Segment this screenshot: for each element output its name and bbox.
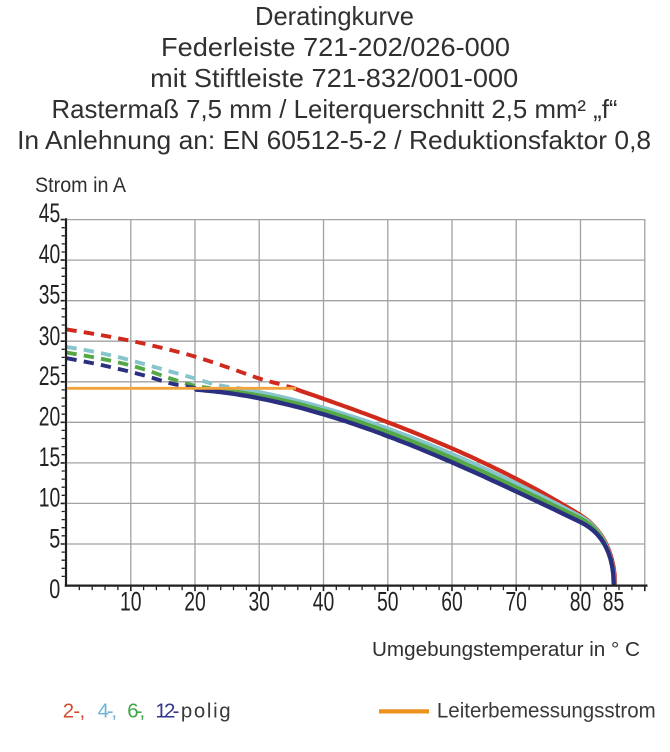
- svg-text:Umgebungstemperatur in ° C: Umgebungstemperatur in ° C: [372, 638, 640, 661]
- svg-text:4-,: 4-,: [98, 701, 118, 723]
- svg-text:12-: 12-: [155, 701, 179, 723]
- svg-text:30: 30: [39, 321, 61, 351]
- svg-text:20: 20: [184, 586, 206, 616]
- svg-text:85: 85: [603, 586, 625, 616]
- svg-text:Federleiste 721-202/026-000: Federleiste 721-202/026-000: [161, 32, 510, 62]
- svg-text:6-,: 6-,: [127, 701, 145, 723]
- svg-text:60: 60: [441, 586, 463, 616]
- svg-text:70: 70: [505, 586, 527, 616]
- svg-text:80: 80: [570, 586, 592, 616]
- svg-text:40: 40: [313, 586, 335, 616]
- svg-text:2-,: 2-,: [63, 701, 85, 723]
- svg-text:5: 5: [49, 523, 60, 553]
- svg-text:35: 35: [39, 280, 61, 310]
- svg-text:20: 20: [39, 401, 61, 431]
- svg-text:0: 0: [49, 574, 60, 604]
- svg-text:10: 10: [120, 586, 142, 616]
- svg-text:10: 10: [39, 482, 61, 512]
- svg-text:Deratingkurve: Deratingkurve: [255, 1, 414, 31]
- svg-text:Leiterbemessungsstrom: Leiterbemessungsstrom: [437, 700, 656, 723]
- svg-text:In Anlehnung an: EN 60512-5-2: In Anlehnung an: EN 60512-5-2 / Reduktio…: [17, 125, 651, 155]
- svg-text:15: 15: [39, 442, 61, 472]
- svg-text:50: 50: [377, 586, 399, 616]
- svg-text:25: 25: [39, 361, 61, 391]
- svg-text:30: 30: [248, 586, 270, 616]
- svg-text:45: 45: [39, 198, 61, 228]
- svg-text:Strom in A: Strom in A: [35, 173, 127, 197]
- svg-text:40: 40: [39, 239, 61, 269]
- svg-text:Rastermaß 7,5 mm / Leiterquers: Rastermaß 7,5 mm / Leiterquerschnitt 2,5…: [52, 94, 618, 124]
- svg-text:mit Stiftleiste 721-832/001-00: mit Stiftleiste 721-832/001-000: [150, 63, 518, 93]
